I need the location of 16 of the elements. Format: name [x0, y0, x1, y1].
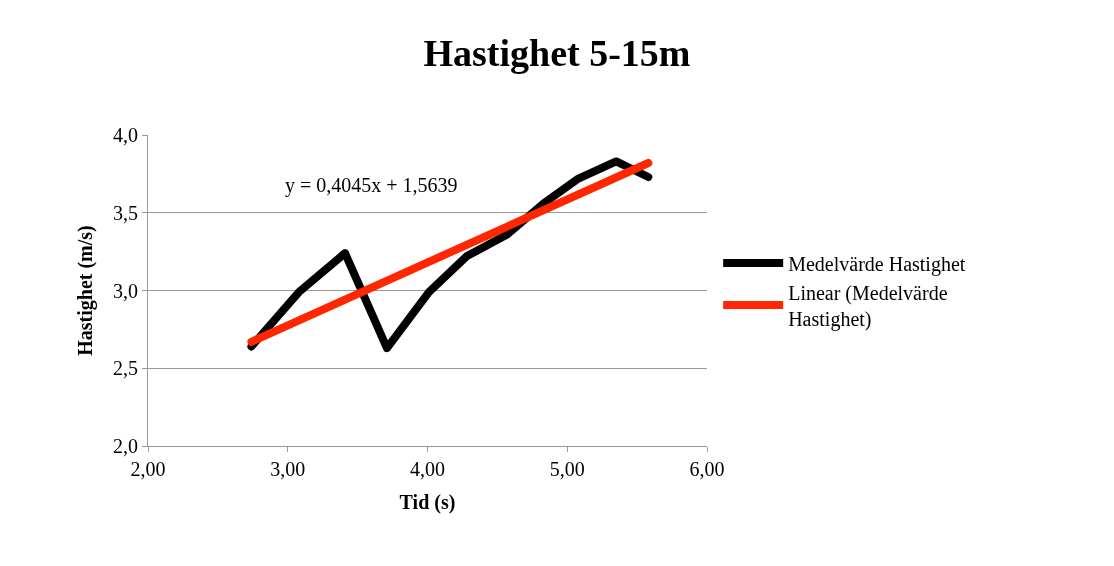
legend-label: Linear (Medelvärde Hastighet)	[788, 281, 948, 331]
annotation: y = 0,4045x + 1,5639	[285, 174, 458, 197]
x-tick-label: 4,00	[410, 458, 445, 480]
y-tick-label: 3,0	[113, 279, 138, 302]
x-tick-label: 2,00	[130, 458, 166, 480]
y-tick-label: 2,5	[113, 357, 138, 380]
x-tick-label: 6,00	[689, 458, 725, 480]
y-tick-label: 2,0	[113, 435, 138, 457]
y-tick-label: 4,0	[113, 124, 138, 146]
x-axis-title: Tid (s)	[399, 490, 456, 514]
y-axis-title: Hastighet (m/s)	[73, 225, 97, 356]
x-tick-label: 5,00	[549, 458, 585, 480]
x-tick-label: 3,00	[270, 458, 306, 480]
legend-label: Medelvärde Hastighet	[788, 252, 966, 276]
chart-title: Hastighet 5-15m	[423, 32, 691, 75]
y-tick-label: 3,5	[113, 201, 138, 224]
